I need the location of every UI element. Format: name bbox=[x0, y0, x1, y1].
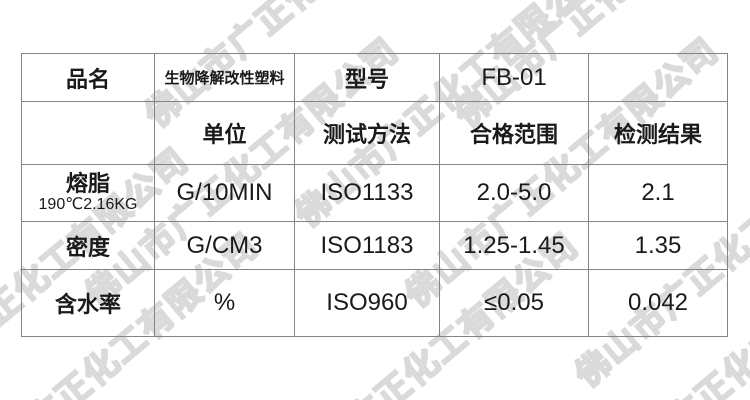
info-row: 品名 生物降解改性塑料 型号 FB-01 bbox=[21, 53, 728, 102]
row-label: 含水率 bbox=[21, 269, 155, 337]
col-header-range: 合格范围 bbox=[439, 101, 589, 165]
result-cell: 0.042 bbox=[588, 269, 728, 337]
unit-cell: G/CM3 bbox=[154, 221, 295, 270]
result-cell: 1.35 bbox=[588, 221, 728, 270]
range-cell: 2.0-5.0 bbox=[439, 164, 589, 222]
col-header-unit: 单位 bbox=[154, 101, 295, 165]
method-cell: ISO960 bbox=[294, 269, 440, 337]
range-cell: 1.25-1.45 bbox=[439, 221, 589, 270]
range-cell: ≤0.05 bbox=[439, 269, 589, 337]
empty-cell bbox=[21, 101, 155, 165]
model-value: FB-01 bbox=[439, 53, 589, 102]
product-name-label: 品名 bbox=[21, 53, 155, 102]
row-label-sub: 190℃2.16KG bbox=[38, 196, 138, 214]
column-header-row: 单位 测试方法 合格范围 检测结果 bbox=[21, 101, 728, 165]
spec-table: 品名 生物降解改性塑料 型号 FB-01 单位 测试方法 合格范围 检测结果 熔… bbox=[21, 53, 728, 337]
row-label-cell: 熔脂 190℃2.16KG bbox=[21, 164, 155, 222]
col-header-method: 测试方法 bbox=[294, 101, 440, 165]
table-row-moisture: 含水率 % ISO960 ≤0.05 0.042 bbox=[21, 269, 728, 337]
result-cell: 2.1 bbox=[588, 164, 728, 222]
unit-cell: G/10MIN bbox=[154, 164, 295, 222]
table-row-density: 密度 G/CM3 ISO1183 1.25-1.45 1.35 bbox=[21, 221, 728, 270]
unit-cell: % bbox=[154, 269, 295, 337]
col-header-result: 检测结果 bbox=[588, 101, 728, 165]
product-name-value: 生物降解改性塑料 bbox=[154, 53, 295, 102]
row-label: 熔脂 bbox=[65, 171, 110, 197]
row-label: 密度 bbox=[21, 221, 155, 270]
method-cell: ISO1183 bbox=[294, 221, 440, 270]
table-row-melt-index: 熔脂 190℃2.16KG G/10MIN ISO1133 2.0-5.0 2.… bbox=[21, 164, 728, 222]
empty-cell bbox=[588, 53, 728, 102]
method-cell: ISO1133 bbox=[294, 164, 440, 222]
model-label: 型号 bbox=[294, 53, 440, 102]
